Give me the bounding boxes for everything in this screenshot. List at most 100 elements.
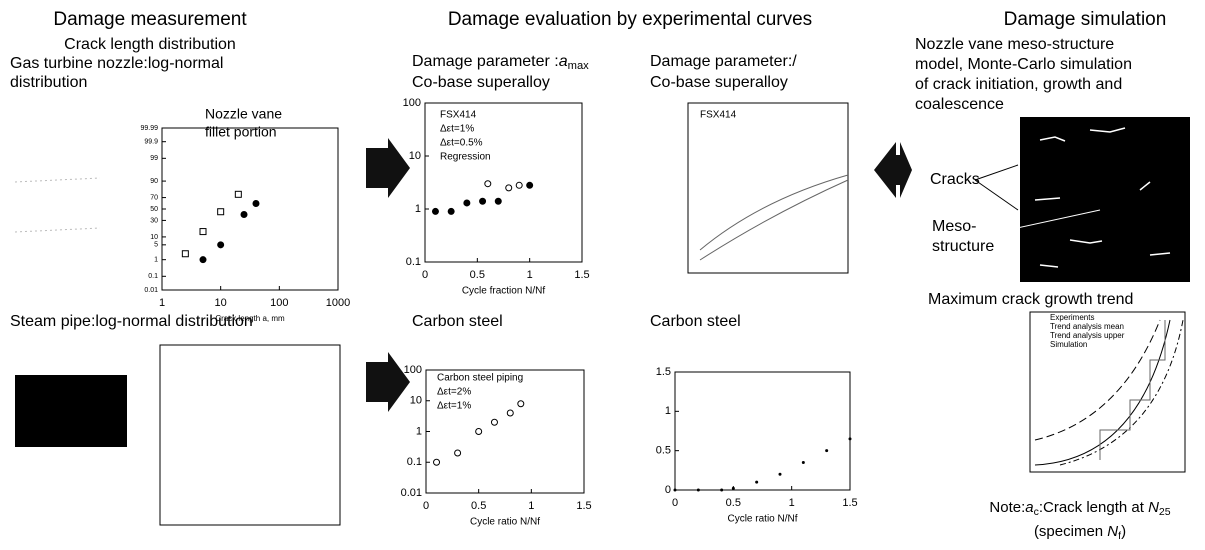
panel-title: Crack length distribution [64, 36, 236, 53]
y-tick-label: 0.01 [144, 287, 158, 294]
x-tick-label: 0 [422, 269, 428, 281]
crack [1039, 136, 1066, 142]
crack [1039, 264, 1059, 268]
image-label: Meso- [932, 218, 976, 235]
plot-frame [161, 127, 339, 291]
point [475, 428, 483, 435]
plot-frame [687, 102, 849, 274]
section-header: Damage measurement [53, 9, 247, 30]
legend-label: Δεt=1% [440, 124, 474, 135]
point [433, 458, 441, 466]
point [490, 418, 498, 426]
panel-title: Co-base superalloy [412, 74, 550, 91]
plot-frame [1029, 311, 1186, 473]
point [801, 460, 805, 464]
panel-title: Damage parameter:/ [650, 53, 797, 70]
point [517, 400, 525, 408]
curve [1099, 320, 1166, 460]
point [778, 472, 782, 476]
crack [1089, 127, 1126, 133]
y-tick-label: 10 [409, 150, 421, 162]
curve [699, 179, 849, 261]
point [825, 449, 829, 453]
point [673, 488, 677, 492]
point [755, 480, 759, 484]
y-tick-label: 0.1 [407, 456, 422, 468]
x-tick-label: 1.5 [574, 269, 589, 281]
point [848, 437, 852, 441]
crack [1069, 239, 1103, 244]
pointer [984, 209, 1101, 236]
x-tick-label: 1 [528, 500, 534, 512]
x-tick-label: 0 [423, 500, 429, 512]
y-tick-label: 90 [150, 178, 158, 185]
y-tick-label: 99 [150, 155, 158, 162]
legend-label: Experiments [1050, 313, 1094, 322]
text-part: Note: [989, 499, 1025, 516]
text-part: ) [1121, 523, 1126, 540]
y-tick-label: 99.99 [140, 125, 158, 132]
y-tick-label: 0.1 [406, 256, 421, 268]
crack-lines [1034, 127, 1171, 268]
point [234, 190, 242, 198]
x-tick-label: 1.5 [576, 500, 591, 512]
panel-title: coalescence [915, 96, 1004, 113]
y-tick-label: 99.9 [144, 139, 158, 146]
x-tick-label: 1 [789, 497, 795, 509]
note: Note:ac​:Crack length at N25​ [989, 499, 1170, 518]
panel-title: model, Monte-Carlo simulation [915, 56, 1132, 73]
text-part: max [568, 60, 590, 72]
trace [14, 177, 101, 183]
double-arrow [874, 142, 912, 198]
arrow [366, 352, 410, 412]
point [505, 184, 513, 192]
x-tick-label: 1 [159, 297, 165, 309]
legend-label: Carbon steel piping [437, 373, 523, 384]
section-header: Damage evaluation by experimental curves [448, 9, 812, 30]
y-tick-label: 0.1 [148, 273, 158, 280]
point [240, 211, 248, 219]
x-axis-label: Cycle fraction N/Nf [462, 286, 546, 297]
panel-title: of crack initiation, growth and [915, 76, 1122, 93]
point [526, 181, 534, 189]
annotation: Nozzle vane [205, 106, 282, 122]
plot-frame [674, 371, 851, 491]
pointer [974, 164, 1019, 181]
x-axis-label: Cycle ratio N/Nf [470, 517, 540, 528]
panel-title: Co-base superalloy [650, 74, 788, 91]
point [696, 488, 700, 492]
pointer-arrows [974, 164, 1101, 236]
y-tick-label: 0.5 [656, 445, 671, 457]
text-part: a [1025, 499, 1033, 516]
y-tick-label: 1 [665, 405, 671, 417]
y-tick-label: 30 [150, 217, 158, 224]
x-tick-label: 0.5 [471, 500, 486, 512]
point [515, 181, 523, 189]
y-tick-label: 1.5 [656, 366, 671, 378]
y-tick-label: 1 [416, 425, 422, 437]
panel-title: Steam pipe:log-normal distribution [10, 313, 253, 330]
x-tick-label: 1 [527, 269, 533, 281]
x-axis-label: Crack length a, mm [215, 314, 285, 323]
y-tick-label: 50 [150, 206, 158, 213]
legend-label: Simulation [1050, 340, 1087, 349]
crack [1139, 181, 1151, 191]
crack [1149, 252, 1171, 256]
text-part: f [1118, 530, 1121, 542]
curve [1034, 319, 1171, 466]
dotted-traces [14, 177, 101, 233]
x-axis-label: Cycle ratio N/Nf [727, 514, 797, 525]
y-tick-label: 1 [415, 203, 421, 215]
text-part: (specimen [1034, 523, 1107, 540]
text-part: 25 [1159, 506, 1171, 518]
point [217, 208, 225, 216]
point [731, 486, 735, 490]
panel-title: Maximum crack growth trend [928, 291, 1133, 308]
point [463, 199, 471, 207]
point [484, 180, 492, 188]
y-tick-label: 70 [150, 194, 158, 201]
pointer [974, 179, 1019, 211]
point [431, 207, 439, 215]
trace [14, 227, 101, 233]
point [252, 199, 260, 207]
